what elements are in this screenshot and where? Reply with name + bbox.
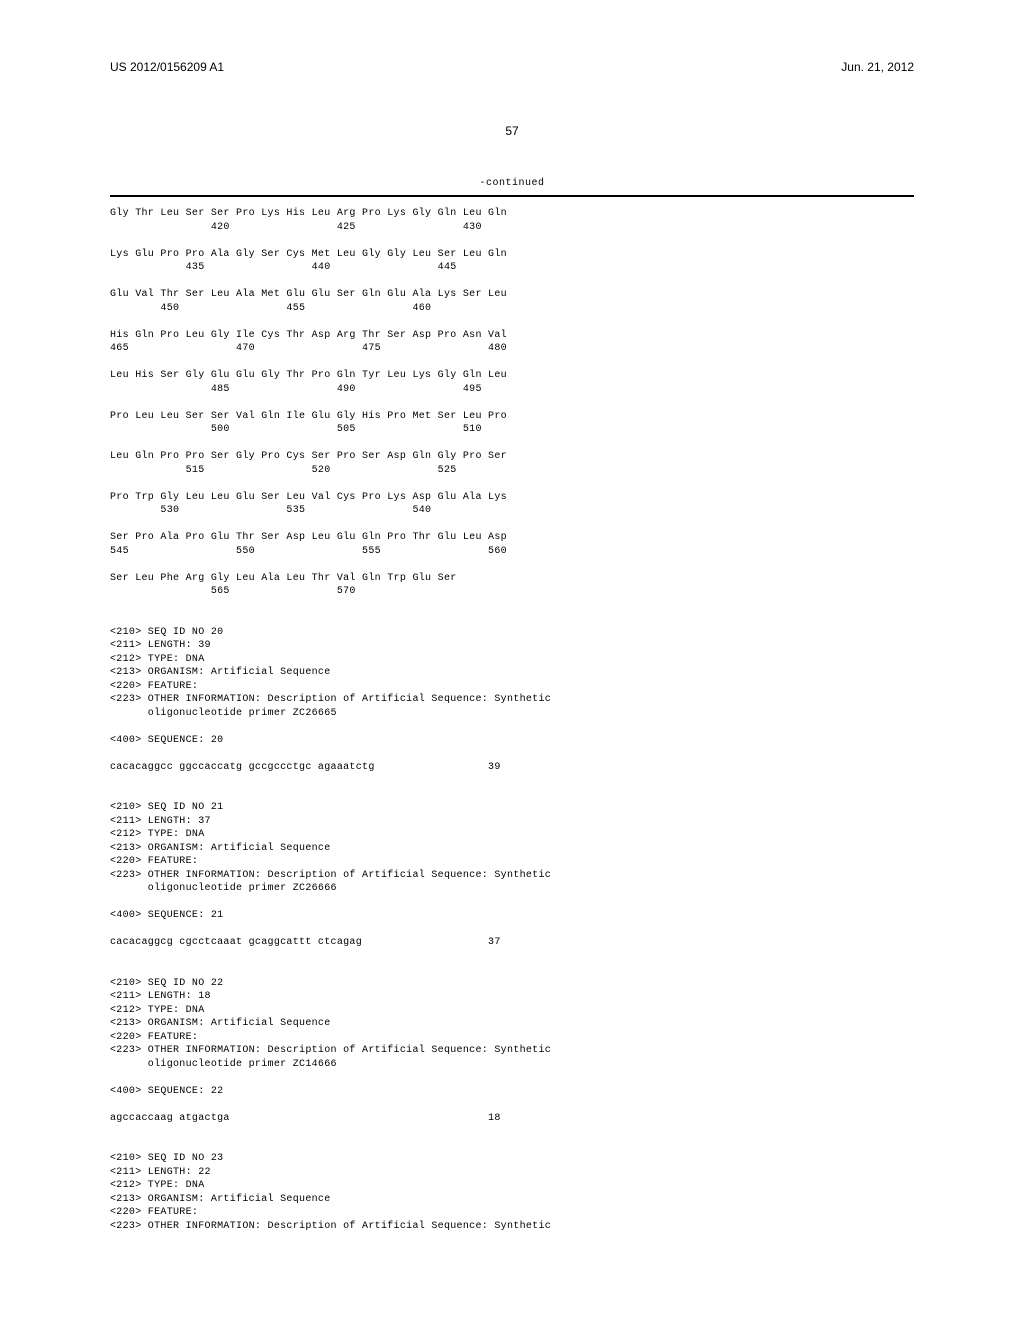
protein-row-numbers: 435 440 445 <box>110 261 914 275</box>
sequence-label: <400> SEQUENCE: 21 <box>110 909 914 923</box>
seq-meta-line: <210> SEQ ID NO 22 <box>110 977 914 991</box>
protein-row-numbers: 485 490 495 <box>110 383 914 397</box>
dna-sequence-row: cacacaggcg cgcctcaaat gcaggcattt ctcagag… <box>110 936 914 950</box>
protein-row: Leu Gln Pro Pro Ser Gly Pro Cys Ser Pro … <box>110 450 914 464</box>
seq-meta-line: <212> TYPE: DNA <box>110 1004 914 1018</box>
protein-row: Pro Trp Gly Leu Leu Glu Ser Leu Val Cys … <box>110 491 914 505</box>
seq-meta-line: <210> SEQ ID NO 20 <box>110 626 914 640</box>
publication-date: Jun. 21, 2012 <box>841 60 914 74</box>
seq-meta-line: <223> OTHER INFORMATION: Description of … <box>110 1220 914 1234</box>
protein-sequence-listing: Gly Thr Leu Ser Ser Pro Lys His Leu Arg … <box>110 207 914 612</box>
protein-row-numbers: 515 520 525 <box>110 464 914 478</box>
dna-sequence-row: agccaccaag atgactga 18 <box>110 1112 914 1126</box>
protein-row-numbers: 450 455 460 <box>110 302 914 316</box>
seq-meta-line: <211> LENGTH: 37 <box>110 815 914 829</box>
seq-meta-line: <220> FEATURE: <box>110 855 914 869</box>
protein-row: Leu His Ser Gly Glu Glu Gly Thr Pro Gln … <box>110 369 914 383</box>
dna-sequence-row: cacacaggcc ggccaccatg gccgccctgc agaaatc… <box>110 761 914 775</box>
protein-row-numbers: 545 550 555 560 <box>110 545 914 559</box>
seq-meta-line: <213> ORGANISM: Artificial Sequence <box>110 1017 914 1031</box>
divider <box>110 195 914 197</box>
seq-meta-line: <211> LENGTH: 22 <box>110 1166 914 1180</box>
seq-meta-line: oligonucleotide primer ZC26666 <box>110 882 914 896</box>
seq-meta-line: <220> FEATURE: <box>110 680 914 694</box>
protein-row: Glu Val Thr Ser Leu Ala Met Glu Glu Ser … <box>110 288 914 302</box>
seq-meta-line: <213> ORGANISM: Artificial Sequence <box>110 842 914 856</box>
protein-row: Lys Glu Pro Pro Ala Gly Ser Cys Met Leu … <box>110 248 914 262</box>
seq-meta-line: <212> TYPE: DNA <box>110 828 914 842</box>
protein-row: His Gln Pro Leu Gly Ile Cys Thr Asp Arg … <box>110 329 914 343</box>
seq-meta-line: <211> LENGTH: 39 <box>110 639 914 653</box>
protein-row-numbers: 500 505 510 <box>110 423 914 437</box>
seq-meta-line: <212> TYPE: DNA <box>110 653 914 667</box>
seq-meta-line: <212> TYPE: DNA <box>110 1179 914 1193</box>
seq-meta-line: <220> FEATURE: <box>110 1206 914 1220</box>
seq-meta-line: <210> SEQ ID NO 23 <box>110 1152 914 1166</box>
protein-row-numbers: 420 425 430 <box>110 221 914 235</box>
sequence-label: <400> SEQUENCE: 20 <box>110 734 914 748</box>
seq-meta-line: <211> LENGTH: 18 <box>110 990 914 1004</box>
seq-meta-line: <223> OTHER INFORMATION: Description of … <box>110 1044 914 1058</box>
seq-meta-line: <223> OTHER INFORMATION: Description of … <box>110 869 914 883</box>
publication-number: US 2012/0156209 A1 <box>110 60 224 74</box>
protein-row: Ser Leu Phe Arg Gly Leu Ala Leu Thr Val … <box>110 572 914 586</box>
seq-meta-line: <223> OTHER INFORMATION: Description of … <box>110 693 914 707</box>
page-header: US 2012/0156209 A1 Jun. 21, 2012 <box>110 60 914 74</box>
dna-sequence-listing: <210> SEQ ID NO 20<211> LENGTH: 39<212> … <box>110 612 914 1233</box>
seq-meta-line: oligonucleotide primer ZC26665 <box>110 707 914 721</box>
seq-meta-line: oligonucleotide primer ZC14666 <box>110 1058 914 1072</box>
protein-row-numbers: 565 570 <box>110 585 914 599</box>
seq-meta-line: <220> FEATURE: <box>110 1031 914 1045</box>
protein-row-numbers: 530 535 540 <box>110 504 914 518</box>
sequence-label: <400> SEQUENCE: 22 <box>110 1085 914 1099</box>
protein-row: Ser Pro Ala Pro Glu Thr Ser Asp Leu Glu … <box>110 531 914 545</box>
protein-row-numbers: 465 470 475 480 <box>110 342 914 356</box>
continued-label: -continued <box>110 178 914 189</box>
page-number: 57 <box>110 124 914 138</box>
protein-row: Gly Thr Leu Ser Ser Pro Lys His Leu Arg … <box>110 207 914 221</box>
seq-meta-line: <213> ORGANISM: Artificial Sequence <box>110 666 914 680</box>
seq-meta-line: <210> SEQ ID NO 21 <box>110 801 914 815</box>
seq-meta-line: <213> ORGANISM: Artificial Sequence <box>110 1193 914 1207</box>
protein-row: Pro Leu Leu Ser Ser Val Gln Ile Glu Gly … <box>110 410 914 424</box>
